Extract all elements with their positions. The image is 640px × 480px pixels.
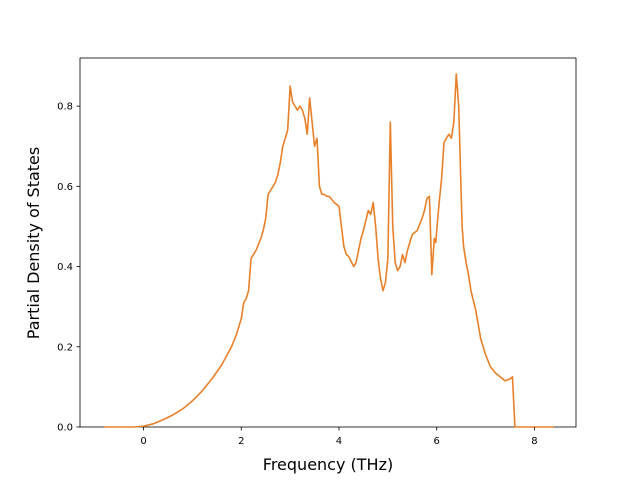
y-axis-ticks: 0.0 0.2 0.4 0.6 0.8 [57, 102, 80, 434]
x-axis-ticks: 0 2 4 6 8 [140, 427, 538, 447]
y-tick-label: 0.4 [57, 262, 73, 273]
y-axis-label: Partial Density of States [24, 147, 43, 339]
x-tick-label: 4 [336, 436, 342, 447]
plot-area [79, 57, 577, 428]
y-tick-label: 0.0 [57, 423, 73, 434]
pdos-series-line [104, 73, 555, 428]
x-tick-label: 2 [238, 436, 244, 447]
axes-frame [79, 57, 577, 428]
series-layer [104, 73, 555, 428]
x-tick-label: 8 [531, 436, 537, 447]
x-tick-label: 0 [140, 436, 146, 447]
x-tick-label: 6 [434, 436, 440, 447]
y-tick-label: 0.8 [57, 102, 73, 113]
x-axis-label: Frequency (THz) [263, 455, 393, 474]
y-tick-label: 0.6 [57, 182, 73, 193]
y-tick-label: 0.2 [57, 342, 73, 353]
